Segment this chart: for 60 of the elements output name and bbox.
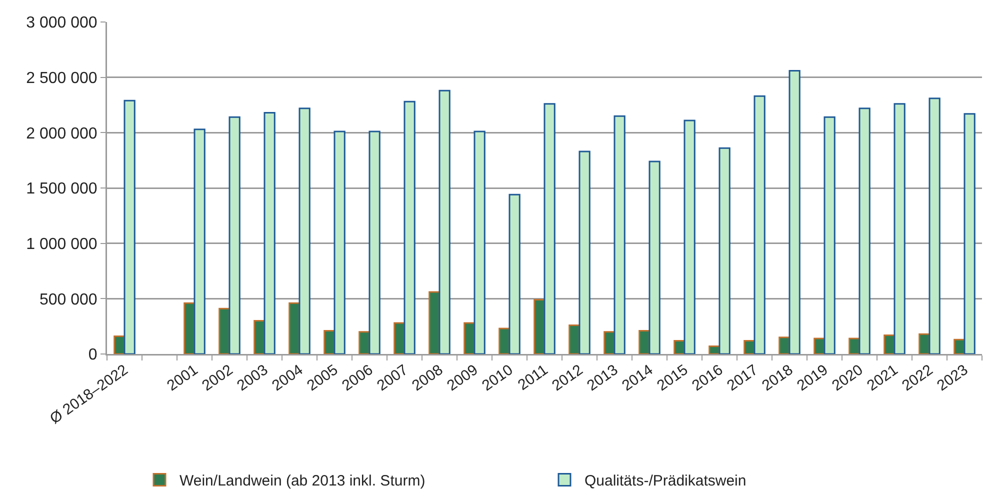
bar — [708, 346, 720, 354]
y-tick-label: 2 500 000 — [26, 70, 98, 87]
bar — [544, 103, 556, 354]
y-tick-label: 1 000 000 — [26, 236, 98, 253]
x-tick-label: 2021 — [864, 361, 902, 395]
bar — [124, 100, 136, 354]
bar — [778, 336, 790, 354]
bar — [814, 338, 826, 354]
bar — [894, 103, 906, 354]
bar — [114, 336, 126, 354]
bar — [918, 333, 930, 354]
bar — [298, 108, 310, 354]
bar — [788, 70, 800, 354]
bar — [404, 100, 416, 354]
bar — [474, 130, 486, 354]
bar — [718, 147, 730, 354]
bar — [334, 130, 346, 354]
bar — [884, 334, 896, 354]
bar — [604, 331, 616, 354]
bar — [648, 160, 660, 354]
legend-label: Qualitäts-/Prädikatswein — [584, 472, 746, 490]
x-tick-label: 2001 — [164, 361, 202, 395]
bar — [614, 115, 626, 354]
bar — [194, 128, 206, 354]
bar — [684, 120, 696, 354]
bar — [368, 130, 380, 354]
bar — [964, 113, 976, 354]
bar — [438, 90, 450, 354]
bar — [228, 116, 240, 354]
bar — [324, 330, 336, 354]
bar — [394, 322, 406, 354]
bar — [218, 308, 230, 354]
bar — [928, 98, 940, 354]
bar — [638, 330, 650, 354]
bar — [428, 291, 440, 354]
x-tick-label: 2011 — [514, 361, 552, 394]
y-tick-label: 3 000 000 — [26, 14, 98, 32]
bar — [674, 340, 686, 354]
bar — [498, 328, 510, 354]
bar — [858, 108, 870, 354]
bar — [358, 331, 370, 354]
bar — [464, 322, 476, 354]
bar — [578, 150, 590, 354]
bar — [264, 112, 276, 354]
y-tick-label: 1 500 000 — [26, 180, 98, 198]
bar — [824, 116, 836, 354]
bar — [568, 324, 580, 354]
bar — [954, 338, 966, 354]
bar — [254, 320, 266, 354]
bar — [184, 302, 196, 354]
bar — [754, 95, 766, 354]
y-tick-label: 2 000 000 — [26, 125, 98, 142]
y-tick-label: 0 — [88, 346, 98, 364]
bar — [848, 338, 860, 354]
bar — [508, 194, 520, 354]
y-tick-label: 500 000 — [39, 291, 98, 308]
bar — [534, 299, 546, 354]
bar — [288, 302, 300, 354]
bar — [744, 340, 756, 354]
legend-label: Wein/Landwein (ab 2013 inkl. Sturm) — [180, 472, 426, 490]
